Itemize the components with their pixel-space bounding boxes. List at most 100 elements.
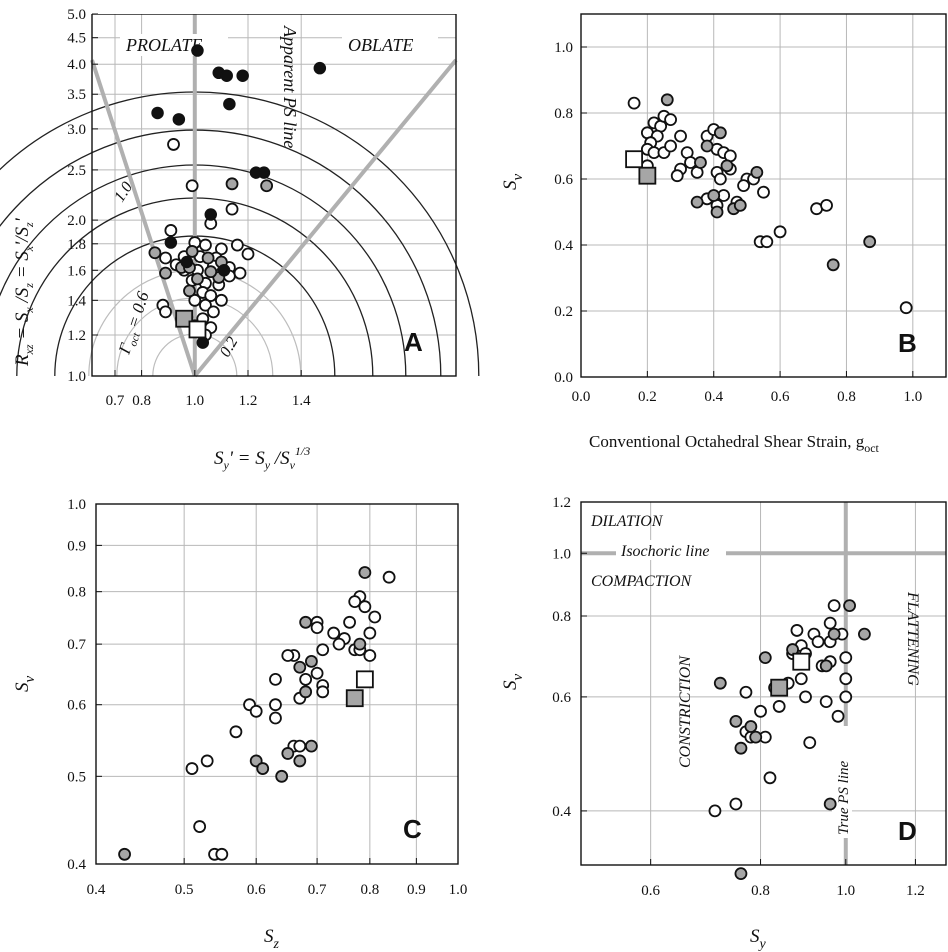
open-point-19 (233, 266, 247, 280)
gray-point-2 (690, 195, 704, 209)
open-point-11 (664, 139, 677, 153)
open-point-27 (249, 704, 263, 718)
black-point-13 (217, 264, 231, 277)
gray-point-8 (281, 747, 295, 760)
open-point-6 (199, 238, 212, 252)
y-tick-label-5: 1.0 (554, 40, 573, 56)
panel-a-label: A (404, 327, 423, 357)
y-tick-label-8: 3.5 (67, 87, 86, 103)
x-tick-label-2: 0.6 (247, 882, 266, 898)
y-tick-label-6: 2.5 (67, 163, 86, 179)
black-point-12 (180, 255, 194, 269)
gray-point-10 (749, 730, 763, 744)
gray-point-8 (729, 714, 743, 728)
gray-point-9 (744, 720, 758, 733)
gray-point-3 (700, 139, 714, 153)
black-point-3 (236, 69, 249, 82)
y-tick-label-9: 4.0 (67, 57, 86, 73)
open-point-28 (729, 797, 743, 811)
open-point-7 (327, 626, 341, 640)
panel-d-ticks: 0.4 0.6 0.8 1.0 1.2 0.6 0.8 1.0 1.2 (552, 495, 925, 899)
black-point-2 (220, 69, 233, 82)
y-tick-label-3: 1.0 (552, 546, 571, 562)
x-tick-label-3: 1.2 (239, 393, 258, 409)
open-point-10 (310, 621, 324, 635)
gray-point-13 (204, 265, 218, 279)
open-point-31 (159, 305, 172, 319)
x-tick-label-1: 0.5 (175, 882, 194, 898)
open-point-4 (368, 610, 382, 624)
panel-c-ticks: 0.4 0.5 0.6 0.7 0.8 0.9 1.0 0.4 0.5 0.6 0.7 0.8 0.9 1… (67, 497, 467, 898)
open-point-0 (167, 138, 180, 151)
gray-point-1 (299, 615, 313, 629)
compaction-label: COMPACTION (591, 573, 692, 590)
black-point-10 (204, 208, 218, 221)
prolate-label: PROLATE (125, 35, 202, 55)
y-tick-label-5: 0.9 (67, 538, 86, 554)
open-point-14 (332, 637, 346, 651)
y-tick-label-1: 0.2 (554, 304, 573, 320)
square-point-0 (175, 309, 194, 328)
gray-point-9 (293, 754, 307, 768)
open-point-29 (185, 762, 199, 775)
isochoric-label-bg (616, 540, 726, 560)
panel-c: 0.4 0.5 0.6 0.7 0.8 0.9 1.0 0.4 0.5 0.6 0.7 0.8 0.9 1… (12, 497, 467, 952)
black-point-7 (172, 113, 186, 126)
gray-point-3 (185, 245, 199, 258)
panel-b-label: B (898, 328, 917, 358)
open-point-4 (164, 224, 178, 237)
black-point-0 (191, 44, 204, 57)
open-point-20 (281, 649, 295, 662)
panel-d: 0.4 0.6 0.8 1.0 1.2 0.6 0.8 1.0 1.2 DILATION Iso… (500, 495, 947, 952)
square-point-1 (792, 652, 811, 671)
open-point-13 (794, 672, 808, 686)
gray-point-9 (710, 205, 724, 219)
y-tick-label-4: 0.8 (554, 106, 573, 122)
oblate-label: OBLATE (348, 35, 413, 55)
panel-d-points (708, 599, 871, 881)
open-point-1 (185, 179, 199, 193)
gray-point-7 (256, 762, 270, 775)
open-point-2 (790, 624, 804, 637)
x-tick-label-2: 1.0 (836, 883, 855, 899)
gray-point-9 (159, 266, 172, 280)
open-point-37 (820, 198, 833, 212)
open-point-2 (225, 202, 239, 216)
gray-point-11 (826, 258, 840, 272)
open-point-17 (839, 690, 853, 704)
x-tick-label-3: 0.7 (308, 882, 327, 898)
open-point-30 (200, 754, 214, 768)
panel-b-x-axis-label: Conventional Octahedral Shear Strain, go… (589, 432, 880, 455)
gray-point-5 (720, 159, 734, 173)
open-point-25 (299, 672, 313, 686)
open-point-21 (803, 736, 817, 749)
gray-point-8 (191, 272, 204, 286)
open-point-26 (754, 704, 767, 718)
open-point-9 (241, 247, 255, 261)
panel-a-x-axis-label: Sy' = Sy /Sv1/3 (214, 444, 310, 472)
open-point-27 (763, 771, 777, 785)
apparent-ps-line-label: Apparent PS line (280, 25, 300, 148)
y-tick-label-0: 0.4 (67, 857, 86, 873)
y-tick-label-2: 0.4 (554, 238, 573, 254)
open-point-29 (207, 305, 220, 319)
gray-point-5 (201, 251, 215, 265)
oblate-boundary-line (193, 58, 458, 378)
open-point-27 (188, 293, 202, 307)
open-point-0 (627, 96, 641, 110)
y-tick-label-1: 1.2 (67, 328, 86, 344)
panel-a-ticks: 1.0 1.2 1.4 1.6 1.8 2.0 2.5 3.0 3.5 4.0 4.5 5.0 0.7 0… (0, 0, 470, 409)
flattening-label: FLATTENING (904, 591, 921, 686)
open-point-20 (831, 709, 845, 723)
open-point-18 (316, 685, 330, 699)
panel-c-x-axis-label: Sz (264, 926, 280, 952)
open-point-6 (363, 626, 377, 640)
y-tick-label-0: 0.0 (554, 370, 573, 386)
x-tick-label-4: 0.8 (837, 389, 856, 405)
open-point-15 (670, 169, 684, 183)
gray-point-12 (863, 235, 877, 249)
open-point-16 (310, 666, 324, 680)
square-point-0 (770, 678, 789, 697)
y-tick-label-3: 1.6 (67, 263, 86, 279)
y-tick-label-2: 0.6 (67, 698, 86, 714)
